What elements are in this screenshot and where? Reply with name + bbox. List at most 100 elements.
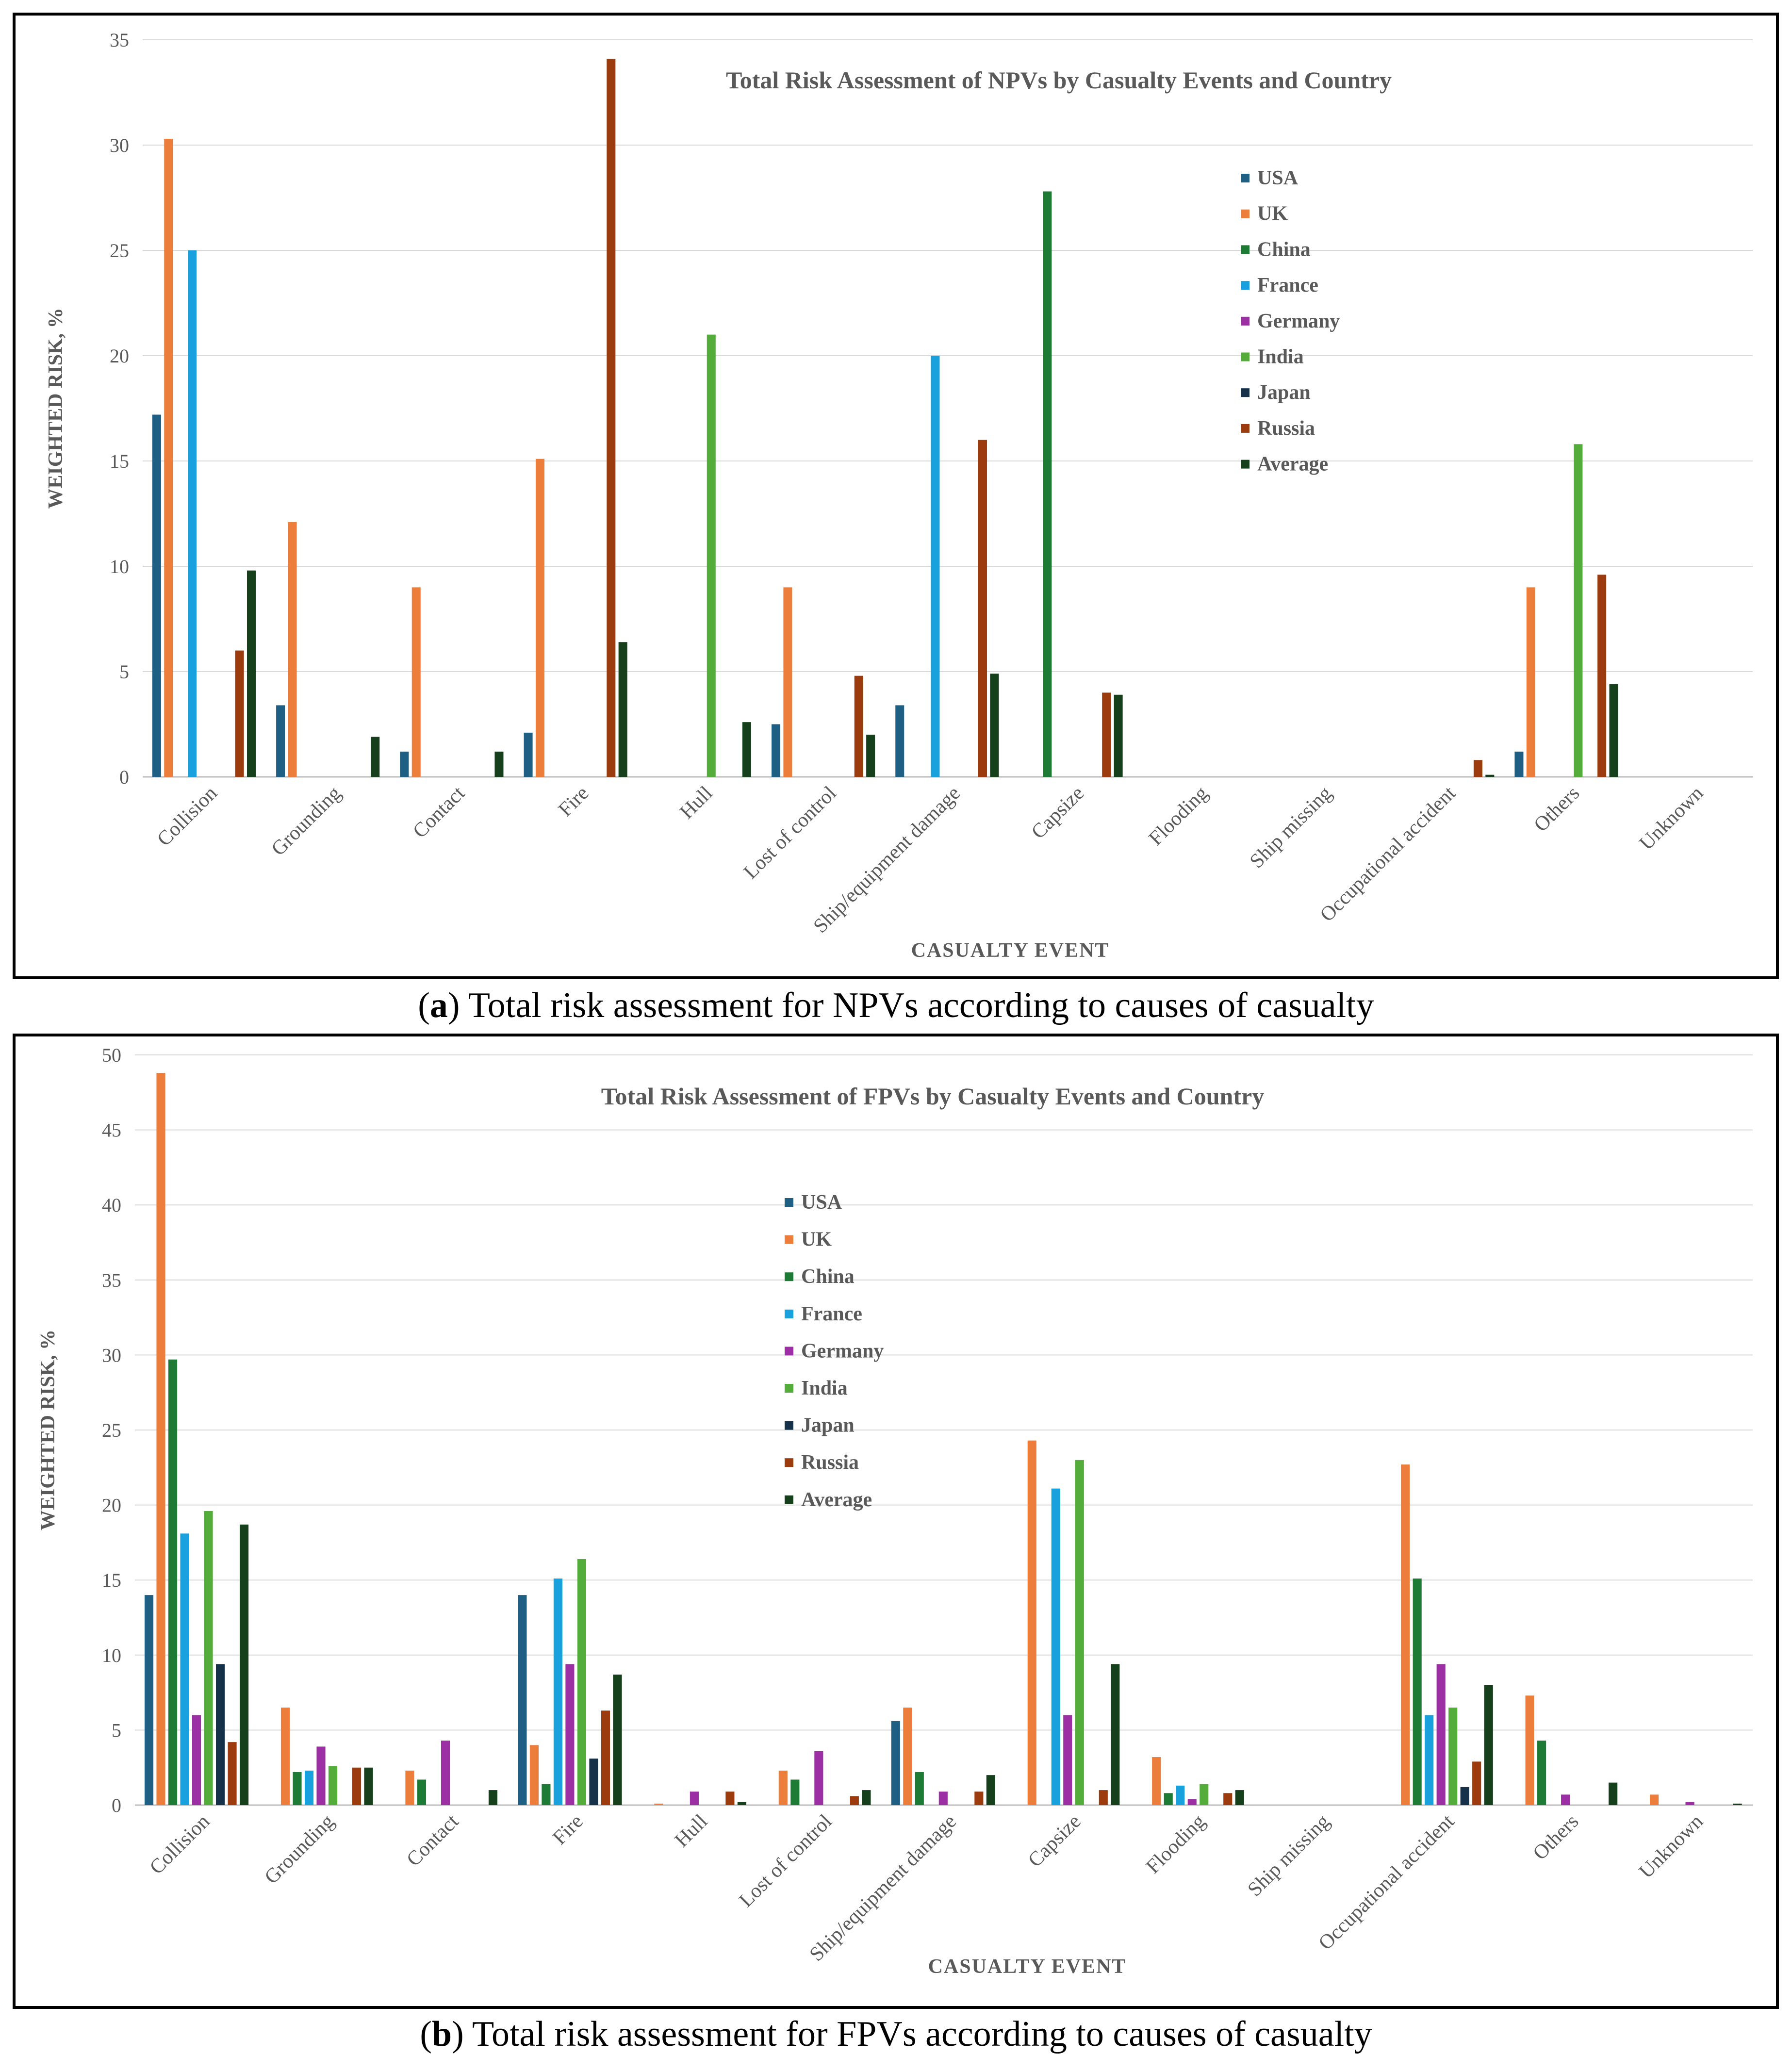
y-tick-label: 0 [119,766,129,788]
legend-swatch-usa [785,1198,793,1207]
bar-usa-grounding [276,705,285,777]
legend-swatch-average [785,1495,793,1504]
bar-russia-others [1597,575,1607,777]
x-tick-label: Contact [409,782,469,842]
legend-label-russia: Russia [1257,417,1315,440]
bar-russia-lost-of-control [850,1796,859,1805]
legend-swatch-india [785,1384,793,1393]
legend-label-average: Average [1257,453,1328,476]
bar-france-collision [188,250,197,777]
chart-b-frame: 0 5 10 15 20 25 30 35 40 45 50 Collision Grounding Co… [13,1034,1779,2009]
legend-swatch-france [785,1309,793,1318]
y-tick-label: 40 [102,1194,121,1216]
x-axis-title: CASUALTY EVENT [928,1956,1127,1978]
bar-usa-lost-of-control [772,724,781,777]
bar-average-grounding [364,1767,373,1805]
legend-label-japan: Japan [801,1414,855,1437]
bar-uk-unknown [1649,1794,1659,1805]
x-tick-label: Contact [402,1810,463,1871]
legend-swatch-usa [1241,174,1249,182]
x-tick-label: Capsize [1027,782,1089,844]
bar-russia-hull [725,1792,735,1805]
legend-swatch-uk [1241,209,1249,218]
bar-average-collision [247,570,256,777]
bar-average-capsize [1111,1664,1120,1805]
x-tick-label: Collision [146,1810,214,1879]
legend-swatch-china [785,1272,793,1282]
bar-india-others [1574,444,1583,777]
bar-china-flooding [1164,1793,1173,1805]
bar-usa-ship-equipment-damage [895,705,904,777]
x-tick-label: Grounding [267,782,345,860]
bar-uk-hull [654,1803,663,1805]
bar-average-hull [737,1802,746,1805]
y-tick-label: 35 [110,29,129,51]
bar-france-ship-equipment-damage [931,356,940,777]
bar-average-others [1609,684,1618,777]
bar-china-fire [542,1784,551,1805]
bar-average-contact [494,751,504,777]
legend-label-uk: UK [1257,203,1288,225]
bar-china-collision [168,1359,178,1805]
bar-china-occupational-accident [1413,1578,1422,1805]
bar-germany-unknown [1685,1802,1694,1805]
y-axis-title: WEIGHTED RISK, % [37,1330,59,1530]
bar-russia-collision [235,650,244,777]
legend-swatch-average [1241,460,1249,469]
x-tick-label: Lost of control [735,1810,837,1912]
y-tick-label: 25 [110,240,129,262]
bar-average-occupational-accident [1484,1685,1493,1805]
caption-a-letter: a [429,986,448,1025]
x-tick-label: Flooding [1145,782,1213,850]
legend-swatch-russia [785,1458,793,1467]
x-tick-label: Unknown [1635,782,1708,855]
legend-label-uk: UK [801,1229,832,1251]
legend-label-india: India [801,1377,848,1399]
bar-usa-fire [524,732,533,777]
bar-uk-ship-equipment-damage [903,1708,912,1805]
bar-france-occupational-accident [1425,1715,1434,1805]
legend-swatch-russia [1241,424,1249,433]
y-tick-label: 15 [110,450,129,472]
bar-usa-contact [400,751,409,777]
caption-b-letter: b [431,2014,452,2054]
bar-uk-contact [405,1770,414,1805]
legend-label-france: France [801,1303,862,1325]
bar-average-occupational-accident [1485,774,1495,777]
bar-average-lost-of-control [862,1790,871,1805]
bar-germany-collision [192,1715,201,1805]
bar-uk-occupational-accident [1401,1464,1410,1805]
npv-chart: 0 5 10 15 20 25 30 35 Collision Grounding Contact F… [45,29,1753,962]
bar-uk-lost-of-control [783,587,792,777]
bar-india-capsize [1075,1460,1084,1805]
x-axis-title: CASUALTY EVENT [911,939,1110,962]
bar-average-unknown [1733,1803,1742,1805]
bar-average-fire [613,1674,622,1805]
bar-germany-ship-equipment-damage [938,1792,948,1805]
bar-average-collision [240,1524,249,1805]
bar-russia-occupational-accident [1472,1761,1481,1805]
legend-swatch-uk [785,1235,793,1244]
legend-swatch-germany [785,1347,793,1356]
bar-russia-capsize [1099,1790,1108,1805]
bar-usa-ship-equipment-damage [891,1721,900,1805]
bar-japan-collision [215,1664,225,1805]
bar-france-fire [553,1578,562,1805]
bar-usa-collision [152,414,161,777]
y-tick-label: 10 [110,556,129,577]
x-tick-label: Ship missing [1246,782,1336,873]
x-tick-label: Collision [153,782,221,851]
bar-india-grounding [328,1766,338,1805]
legend-swatch-japan [785,1421,793,1430]
legend-swatch-germany [1241,316,1249,326]
legend-label-france: France [1257,274,1318,296]
bar-france-collision [180,1533,189,1805]
x-tick-label: Occupational accident [1316,782,1460,926]
bar-china-grounding [293,1772,302,1805]
bar-average-flooding [1235,1790,1244,1805]
legend-swatch-japan [1241,388,1249,397]
bar-china-ship-equipment-damage [915,1772,924,1805]
x-tick-label: Occupational accident [1315,1810,1459,1954]
bar-germany-hull [690,1792,699,1805]
bar-average-others [1609,1782,1618,1805]
